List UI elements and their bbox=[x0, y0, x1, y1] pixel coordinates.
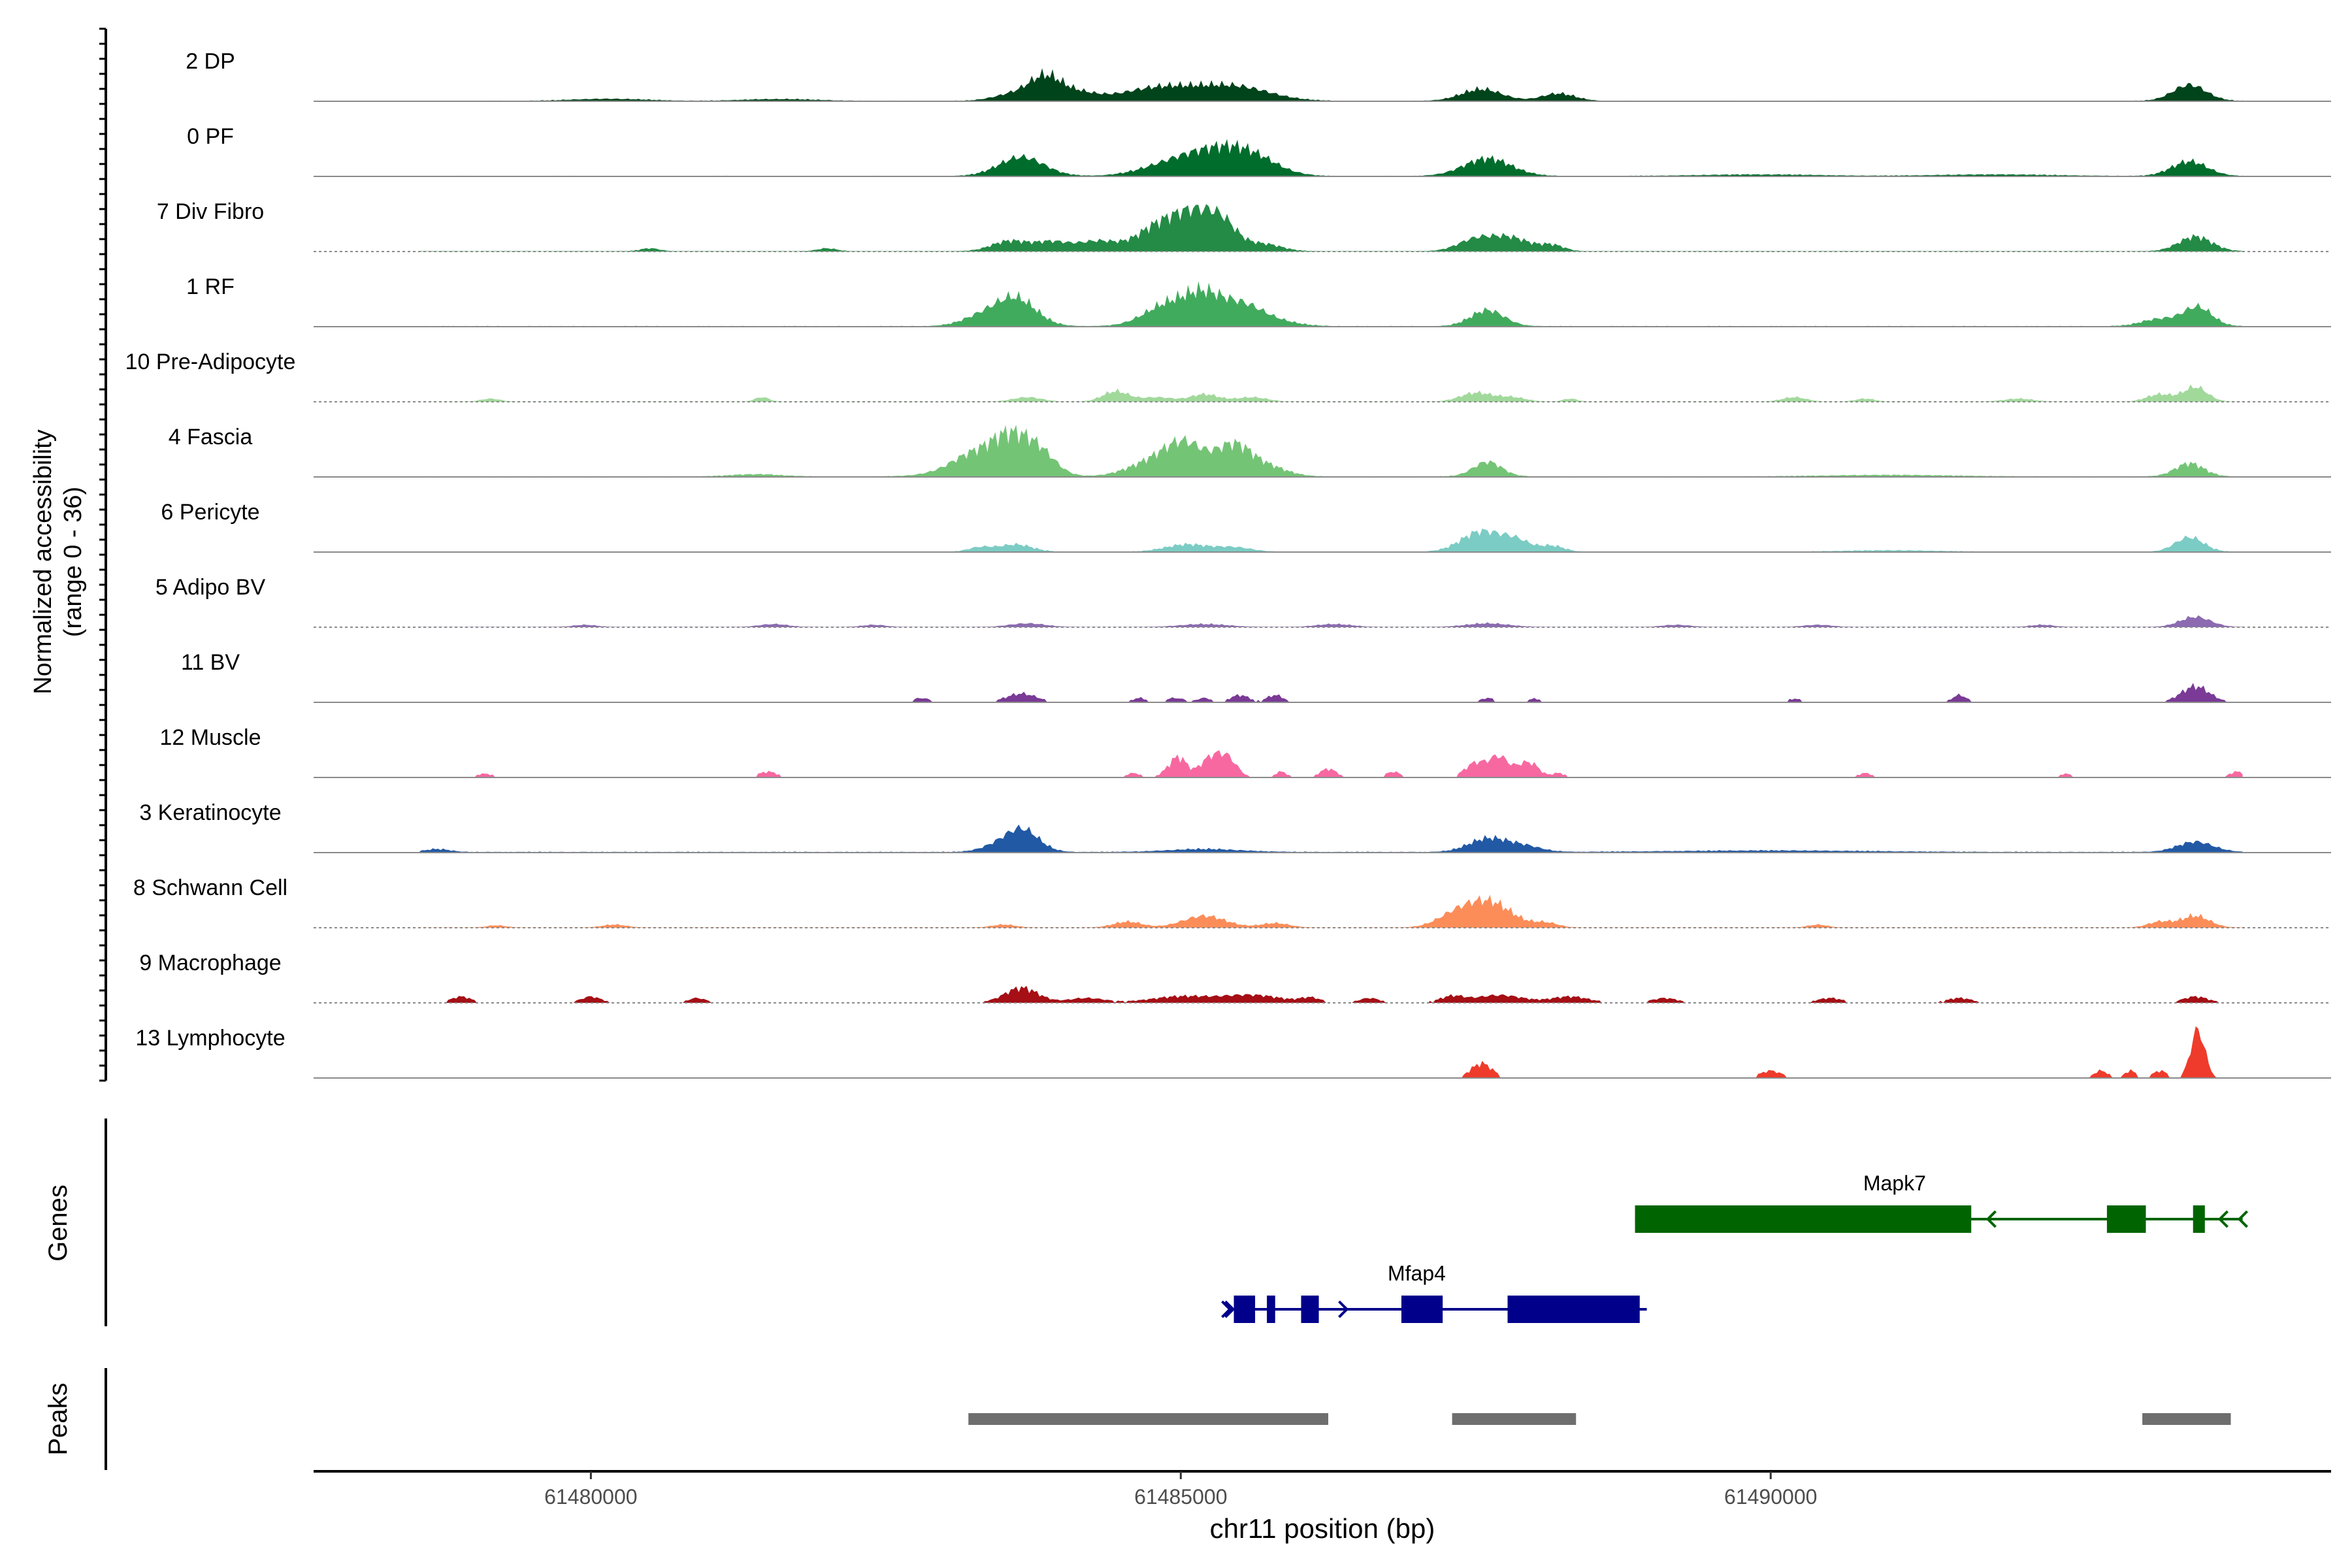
track-9-macrophage: 9 Macrophage bbox=[139, 951, 2331, 1004]
track-coverage-area bbox=[419, 425, 2243, 477]
gene-exon bbox=[1301, 1296, 1319, 1323]
peak-region-bar bbox=[1452, 1413, 1576, 1425]
track-coverage-area bbox=[419, 68, 2243, 101]
track-label: 6 Pericyte bbox=[161, 500, 259, 525]
strand-arrow bbox=[1221, 1300, 1232, 1318]
track-coverage-area bbox=[419, 384, 2243, 402]
peaks-panel-label: Peaks bbox=[44, 1382, 73, 1455]
gene-exon bbox=[1233, 1296, 1256, 1323]
gene-label: Mfap4 bbox=[1388, 1262, 1446, 1285]
track-coverage-area bbox=[419, 683, 2243, 702]
track-coverage-area bbox=[419, 281, 2243, 327]
track-5-adipo-bv: 5 Adipo BV bbox=[155, 575, 2331, 628]
track-coverage-area bbox=[419, 1026, 2243, 1078]
track-label: 12 Muscle bbox=[160, 725, 261, 750]
strand-arrow bbox=[1224, 1300, 1235, 1318]
track-label: 5 Adipo BV bbox=[155, 575, 266, 600]
gene-label: Mapk7 bbox=[1863, 1171, 1926, 1195]
y-axis-title: Normalized accessibility bbox=[29, 429, 57, 694]
track-label: 2 DP bbox=[186, 49, 235, 74]
x-tick-label: 61480000 bbox=[544, 1485, 637, 1509]
strand-arrow bbox=[2237, 1210, 2248, 1228]
strand-arrow bbox=[1985, 1210, 1997, 1228]
track-coverage-area bbox=[419, 615, 2243, 627]
coverage-y-axis bbox=[99, 27, 107, 1082]
gene-exon bbox=[1267, 1296, 1275, 1323]
strand-arrow bbox=[2217, 1210, 2229, 1228]
gene-exon bbox=[1635, 1205, 1972, 1233]
y-axis-range-label: (range 0 - 36) bbox=[59, 487, 87, 637]
peak-region-bar bbox=[968, 1413, 1329, 1425]
track-4-fascia: 4 Fascia bbox=[169, 425, 2331, 478]
track-label: 10 Pre-Adipocyte bbox=[125, 350, 296, 374]
x-axis-title: chr11 position (bp) bbox=[1210, 1513, 1435, 1544]
track-label: 8 Schwann Cell bbox=[133, 875, 287, 900]
track-coverage-area bbox=[419, 204, 2243, 252]
track-13-lymphocyte: 13 Lymphocyte bbox=[135, 1026, 2331, 1079]
x-axis-ticks: 61480000 61485000 61490000 bbox=[544, 1471, 1817, 1509]
peak-region-bar bbox=[2142, 1413, 2231, 1425]
gene-exon bbox=[2193, 1205, 2205, 1233]
gene-mfap4: Mfap4 bbox=[1221, 1262, 1647, 1323]
track-label: 13 Lymphocyte bbox=[135, 1026, 285, 1051]
track-12-muscle: 12 Muscle bbox=[160, 725, 2331, 778]
track-7-div-fibro: 7 Div Fibro bbox=[157, 199, 2331, 252]
coverage-tracks: 2 DP 0 PF 7 Div Fibro 1 RF 10 Pre-Adipocyte 4… bbox=[125, 49, 2331, 1079]
genes-panel-label: Genes bbox=[44, 1184, 73, 1262]
gene-exon bbox=[1507, 1296, 1640, 1323]
track-6-pericyte: 6 Pericyte bbox=[161, 500, 2331, 553]
track-2-dp: 2 DP bbox=[186, 49, 2331, 102]
peak-regions bbox=[968, 1413, 2231, 1425]
track-label: 4 Fascia bbox=[169, 425, 253, 449]
track-0-pf: 0 PF bbox=[187, 124, 2331, 177]
track-coverage-area bbox=[419, 139, 2243, 176]
track-label: 9 Macrophage bbox=[139, 951, 281, 975]
strand-arrow bbox=[1338, 1300, 1349, 1318]
gene-annotations: Mapk7 Mfap4 bbox=[1221, 1171, 2248, 1323]
track-coverage-area bbox=[419, 750, 2243, 777]
track-8-schwann-cell: 8 Schwann Cell bbox=[133, 875, 2331, 928]
track-label: 1 RF bbox=[186, 274, 235, 299]
track-1-rf: 1 RF bbox=[186, 274, 2331, 327]
track-label: 3 Keratinocyte bbox=[139, 800, 281, 825]
track-coverage-area bbox=[419, 985, 2243, 1003]
track-label: 7 Div Fibro bbox=[157, 199, 264, 224]
x-tick-label: 61485000 bbox=[1134, 1485, 1227, 1509]
track-11-bv: 11 BV bbox=[181, 650, 2331, 703]
gene-exon bbox=[2106, 1205, 2146, 1233]
track-coverage-area bbox=[419, 894, 2243, 928]
gene-mapk7: Mapk7 bbox=[1635, 1171, 2248, 1233]
track-coverage-area bbox=[419, 529, 2243, 552]
track-coverage-area bbox=[419, 825, 2243, 853]
gene-exon bbox=[1401, 1296, 1443, 1323]
track-3-keratinocyte: 3 Keratinocyte bbox=[139, 800, 2331, 853]
track-label: 0 PF bbox=[187, 124, 234, 149]
track-label: 11 BV bbox=[181, 650, 240, 675]
x-tick-label: 61490000 bbox=[1724, 1485, 1817, 1509]
track-10-pre-adipocyte: 10 Pre-Adipocyte bbox=[125, 350, 2331, 402]
